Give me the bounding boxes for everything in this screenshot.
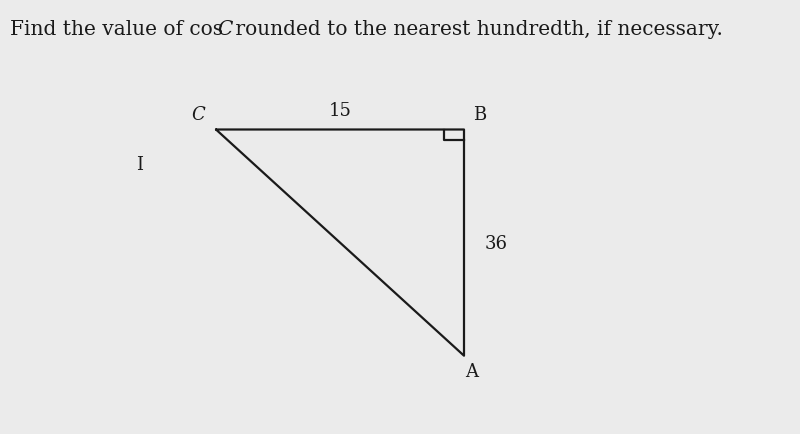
Text: 36: 36 <box>485 234 507 252</box>
Text: C: C <box>191 106 206 124</box>
Text: C: C <box>218 20 233 39</box>
Text: I: I <box>137 156 143 174</box>
Text: 15: 15 <box>329 102 351 120</box>
Text: A: A <box>466 362 478 380</box>
Text: rounded to the nearest hundredth, if necessary.: rounded to the nearest hundredth, if nec… <box>229 20 722 39</box>
Text: Find the value of cos: Find the value of cos <box>10 20 230 39</box>
Text: B: B <box>474 106 486 124</box>
